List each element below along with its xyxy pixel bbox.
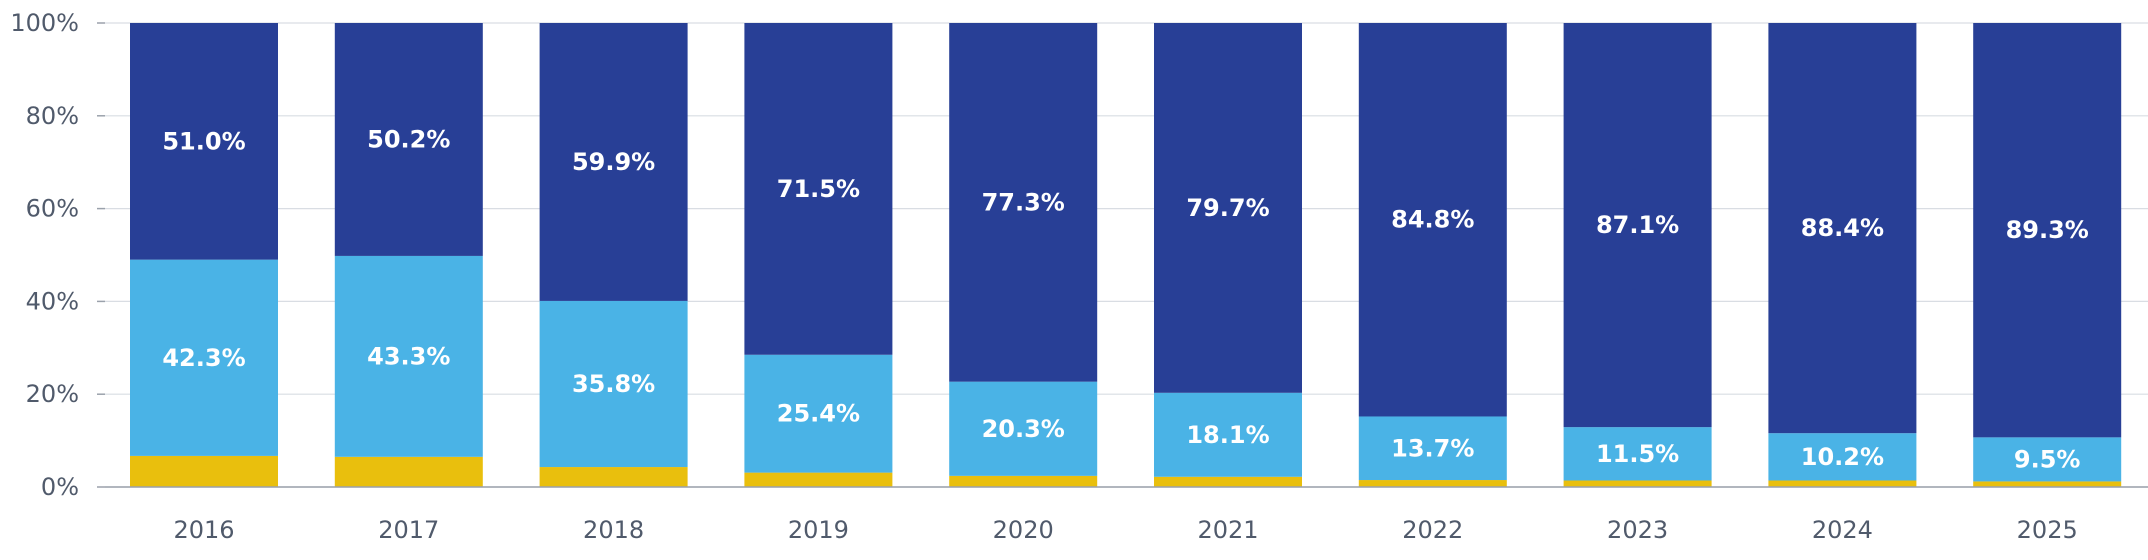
- bar-segment: [949, 381, 1098, 476]
- x-tick-label: 2020: [993, 516, 1054, 544]
- data-label: 9.5%: [2014, 445, 2081, 473]
- bars: [130, 23, 2122, 487]
- x-tick-label: 2023: [1607, 516, 1668, 544]
- bar-segment: [334, 456, 483, 487]
- bar-segment: [334, 23, 483, 256]
- bar-segment: [744, 354, 893, 473]
- data-label: 35.8%: [572, 370, 655, 398]
- data-label: 50.2%: [367, 125, 450, 153]
- data-labels: 42.3% 51.0% 43.3% 50.2% 35.8% 59.9% 25.4% 71.5%…: [162, 125, 2088, 473]
- data-label: 43.3%: [367, 342, 450, 370]
- bar-segment: [334, 255, 483, 457]
- data-label: 25.4%: [777, 400, 860, 428]
- bar-segment: [130, 259, 278, 456]
- x-tick-label: 2024: [1812, 516, 1873, 544]
- bar-segment: [1358, 480, 1507, 487]
- bar-segment: [1563, 427, 1712, 481]
- data-label: 18.1%: [1186, 421, 1269, 449]
- bar-segment: [1973, 481, 2122, 487]
- data-label: 11.5%: [1596, 440, 1679, 468]
- bar-segment: [130, 23, 278, 260]
- y-tick-label: 80%: [26, 102, 79, 130]
- bar-segment: [130, 455, 278, 487]
- data-label: 59.9%: [572, 148, 655, 176]
- bar-segment: [1768, 433, 1917, 481]
- bar-segment: [1973, 437, 2122, 482]
- y-tick-label: 100%: [10, 9, 79, 37]
- data-label: 71.5%: [777, 175, 860, 203]
- bar-segment: [539, 467, 688, 487]
- x-tick-label: 2018: [583, 516, 644, 544]
- bar-segment: [744, 472, 893, 487]
- data-label: 20.3%: [982, 415, 1065, 443]
- x-tick-label: 2022: [1402, 516, 1463, 544]
- y-tick-label: 60%: [26, 195, 79, 223]
- x-axis-ticks: 2016 2017 2018 2019 2020 2021 2022 2023 2024 2025: [173, 516, 2077, 544]
- bar-segment: [1768, 23, 1917, 434]
- bar-segment: [1563, 23, 1712, 428]
- bar-segment: [949, 475, 1098, 487]
- bar-segment: [1358, 416, 1507, 481]
- data-label: 89.3%: [2006, 216, 2089, 244]
- x-tick-label: 2017: [378, 516, 439, 544]
- data-label: 84.8%: [1391, 206, 1474, 234]
- bar-segment: [539, 300, 688, 468]
- bar-segment: [1768, 480, 1917, 487]
- bar-segment: [744, 23, 893, 355]
- bar-segment: [1154, 476, 1302, 487]
- bar-segment: [1154, 23, 1302, 393]
- data-label: 51.0%: [162, 127, 245, 155]
- bar-segment: [1973, 23, 2122, 438]
- data-label: 10.2%: [1801, 443, 1884, 471]
- data-label: 87.1%: [1596, 211, 1679, 239]
- x-tick-label: 2019: [788, 516, 849, 544]
- x-tick-label: 2025: [2017, 516, 2078, 544]
- bar-segment: [1154, 392, 1302, 477]
- x-tick-label: 2016: [173, 516, 234, 544]
- bar-segment: [949, 23, 1098, 382]
- y-tick-label: 40%: [26, 287, 79, 315]
- bar-segment: [1358, 23, 1507, 417]
- bar-segment: [539, 23, 688, 301]
- data-label: 42.3%: [162, 344, 245, 372]
- y-tick-label: 0%: [41, 473, 79, 501]
- y-axis-ticks: 0% 20% 40% 60% 80% 100%: [10, 9, 105, 501]
- bar-segment: [1563, 480, 1712, 487]
- data-label: 88.4%: [1801, 214, 1884, 242]
- data-label: 79.7%: [1186, 194, 1269, 222]
- x-tick-label: 2021: [1197, 516, 1258, 544]
- data-label: 77.3%: [982, 188, 1065, 216]
- y-tick-label: 20%: [26, 380, 79, 408]
- data-label: 13.7%: [1391, 434, 1474, 462]
